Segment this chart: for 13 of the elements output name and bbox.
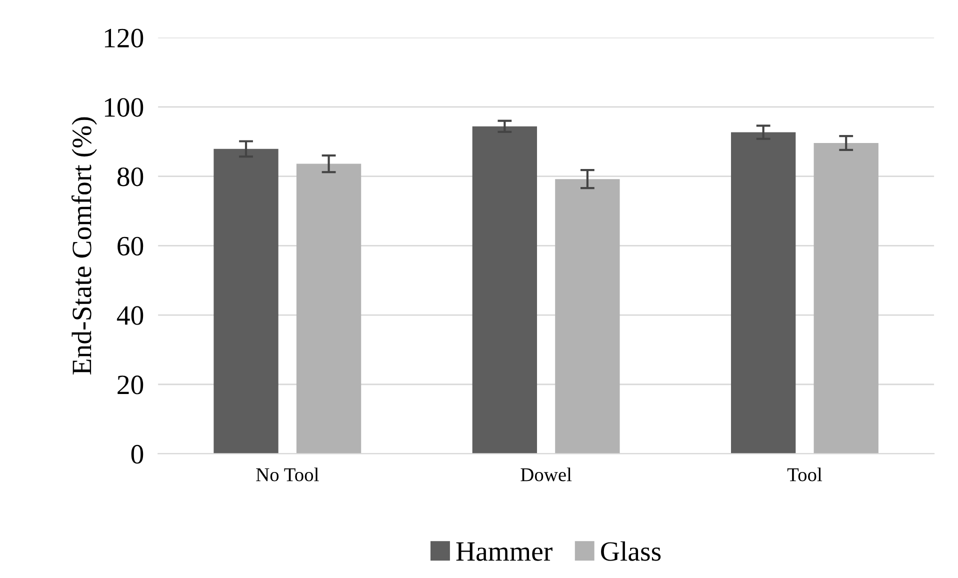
y-tick-label: 20 — [118, 376, 144, 394]
y-tick-label: 40 — [116, 306, 144, 325]
x-tick-label: No Tool — [256, 468, 319, 482]
y-tick-label: 100 — [104, 98, 144, 117]
y-tick-label: 0 — [131, 444, 144, 464]
y-tick-label: 80 — [117, 167, 144, 186]
y-tick-label: 60 — [118, 236, 144, 256]
y-tick-label: 120 — [104, 28, 144, 48]
legend-label: Glass — [601, 541, 661, 561]
y-axis-title: End-State Comfort (%) — [71, 117, 97, 374]
x-tick-label: Tool — [787, 468, 822, 482]
x-tick-label: Dowel — [520, 468, 572, 482]
legend-label: Hammer — [456, 542, 552, 561]
